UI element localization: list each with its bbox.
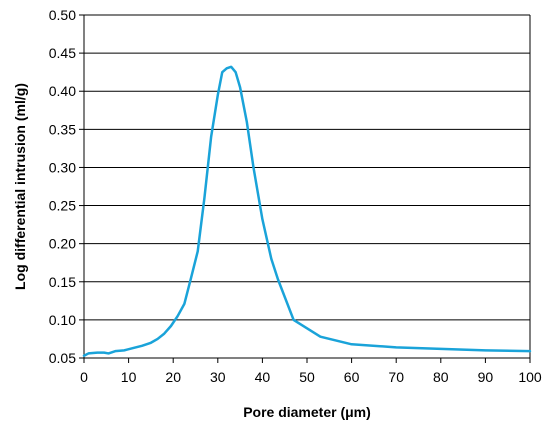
y-axis-title: Log differential intrusion (ml/g)	[12, 83, 28, 290]
y-tick-label: 0.40	[49, 83, 76, 99]
x-axis-title: Pore diameter (μm)	[243, 404, 371, 420]
y-tick-label: 0.35	[49, 121, 76, 137]
y-tick-label: 0.45	[49, 45, 76, 61]
x-tick-label: 90	[478, 369, 494, 385]
x-tick-label: 100	[518, 369, 542, 385]
x-tick-label: 0	[80, 369, 88, 385]
y-tick-label: 0.15	[49, 274, 76, 290]
x-tick-label: 50	[299, 369, 315, 385]
x-tick-label: 10	[121, 369, 137, 385]
y-tick-label: 0.50	[49, 7, 76, 23]
series-layer	[82, 65, 532, 357]
y-tick-labels: 0.05 0.10 0.15 0.20 0.25 0.30 0.35 0.40 0.45 0.50	[49, 7, 76, 366]
series-line	[82, 65, 532, 357]
y-tick-label: 0.20	[49, 236, 76, 252]
axes	[79, 14, 531, 363]
y-tick-label: 0.05	[49, 350, 76, 366]
y-tick-label: 0.10	[49, 312, 76, 328]
x-tick-label: 60	[344, 369, 360, 385]
x-tick-label: 20	[165, 369, 181, 385]
x-tick-label: 80	[433, 369, 449, 385]
gridlines	[84, 14, 530, 321]
y-tick-label: 0.25	[49, 198, 76, 214]
x-tick-label: 40	[255, 369, 271, 385]
x-tick-label: 70	[388, 369, 404, 385]
y-tick-label: 0.30	[49, 159, 76, 175]
x-tick-labels: 0 10 20 30 40 50 60 70 80 90 100	[80, 369, 542, 385]
x-tick-label: 30	[210, 369, 226, 385]
